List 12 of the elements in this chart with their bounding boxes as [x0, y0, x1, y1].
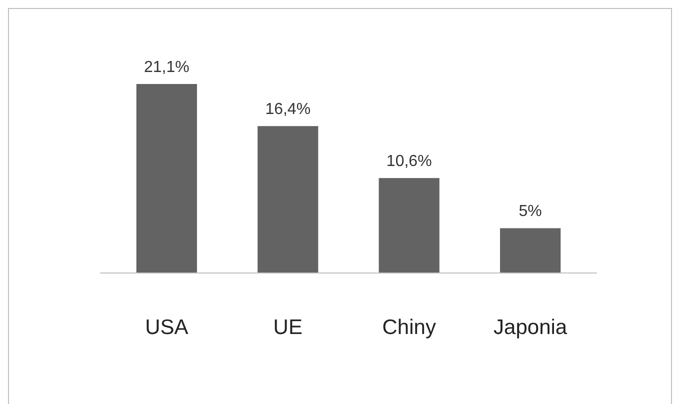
bar: [258, 126, 318, 273]
bar: [500, 228, 561, 273]
x-tick-label: UE: [273, 316, 302, 339]
data-label: 21,1%: [144, 59, 190, 76]
x-tick-label: Japonia: [494, 316, 568, 339]
bar: [136, 84, 197, 273]
x-tick-label: USA: [145, 316, 188, 339]
data-label: 5%: [518, 203, 542, 220]
bar: [378, 178, 440, 273]
x-tick-label: Chiny: [382, 316, 436, 339]
data-label: 16,4%: [265, 101, 311, 118]
data-label: 10,6%: [386, 153, 432, 170]
